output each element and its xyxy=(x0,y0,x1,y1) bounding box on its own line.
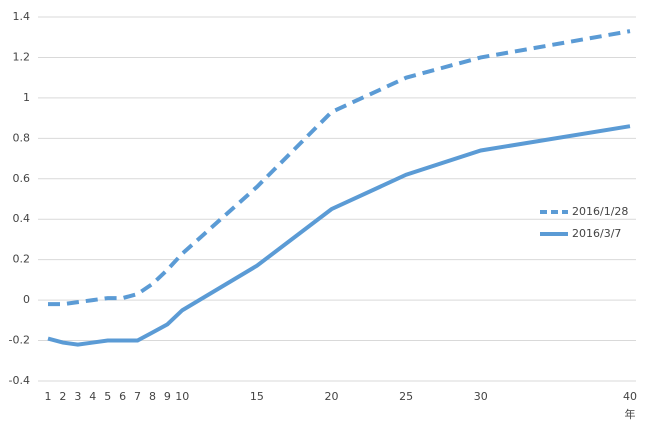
y-tick-label: 0.2 xyxy=(13,253,31,266)
x-tick-label: 2 xyxy=(59,390,66,403)
x-tick-label: 6 xyxy=(119,390,126,403)
x-tick-label: 30 xyxy=(474,390,488,403)
series-line xyxy=(48,29,631,307)
y-tick-label: 0.8 xyxy=(13,131,31,144)
x-tick-label: 8 xyxy=(149,390,156,403)
y-tick-label: 0.6 xyxy=(13,172,31,185)
legend-label: 2016/1/28 xyxy=(572,205,628,218)
y-tick-label: -0.2 xyxy=(9,334,30,347)
y-tick-label: 1.4 xyxy=(13,10,31,23)
x-tick-label: 1 xyxy=(45,390,52,403)
x-tick-label: 3 xyxy=(74,390,81,403)
x-tick-label: 40 xyxy=(623,390,637,403)
x-tick-label: 10 xyxy=(175,390,189,403)
x-tick-label: 4 xyxy=(89,390,96,403)
x-tick-label: 7 xyxy=(134,390,141,403)
x-tick-label: 20 xyxy=(325,390,339,403)
y-tick-label: 1.2 xyxy=(13,50,31,63)
x-tick-label: 9 xyxy=(164,390,171,403)
x-tick-label: 25 xyxy=(399,390,413,403)
series-line xyxy=(47,124,631,347)
legend-label: 2016/3/7 xyxy=(572,227,621,240)
x-axis-label: 年 xyxy=(625,407,636,421)
y-tick-label: -0.4 xyxy=(9,374,30,387)
x-tick-label: 15 xyxy=(250,390,264,403)
y-tick-label: 0.4 xyxy=(13,212,31,225)
x-tick-label: 5 xyxy=(104,390,111,403)
y-tick-label: 1 xyxy=(23,91,30,104)
y-tick-label: 0 xyxy=(23,293,30,306)
